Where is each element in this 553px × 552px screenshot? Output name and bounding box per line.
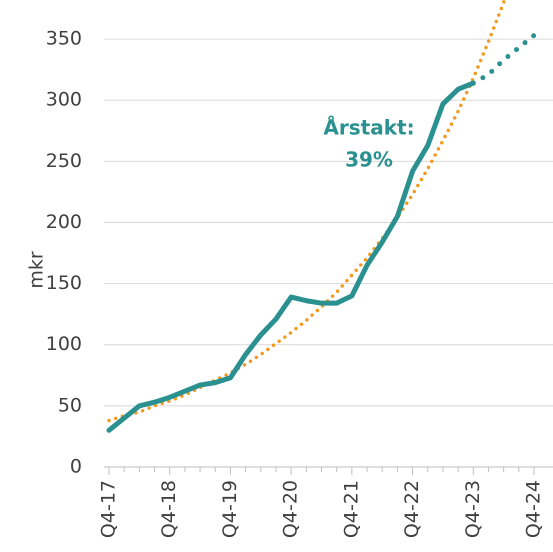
y-tick-label: 200: [46, 211, 82, 233]
line: [106, 80, 476, 433]
annotation: 39%: [345, 148, 393, 172]
y-tick-label: 150: [46, 272, 82, 294]
x-tick-label: Q4-17: [98, 480, 120, 538]
y-tick-label: 350: [46, 28, 82, 50]
y-tick-label: 50: [58, 394, 82, 416]
y-tick-label: 250: [46, 150, 82, 172]
y-tick-label: 100: [46, 333, 82, 355]
x-tick-label: Q4-21: [340, 480, 362, 538]
x-tick-label: Q4-20: [280, 480, 302, 538]
y-tick-label: 300: [46, 89, 82, 111]
x-tick-label: Q4-18: [158, 480, 180, 538]
x-tick-label: Q4-19: [219, 480, 241, 538]
x-tick-label: Q4-23: [462, 480, 484, 538]
y-tick-label: 0: [70, 456, 82, 478]
annotation: Årstakt:: [323, 116, 414, 140]
dotted-line: [470, 32, 537, 86]
x-tick-label: Q4-24: [523, 480, 545, 538]
plot-area: [106, 0, 537, 433]
x-tick-label: Q4-22: [401, 480, 423, 538]
dotted-line: [107, 0, 507, 423]
y-axis-label: mkr: [26, 251, 48, 289]
